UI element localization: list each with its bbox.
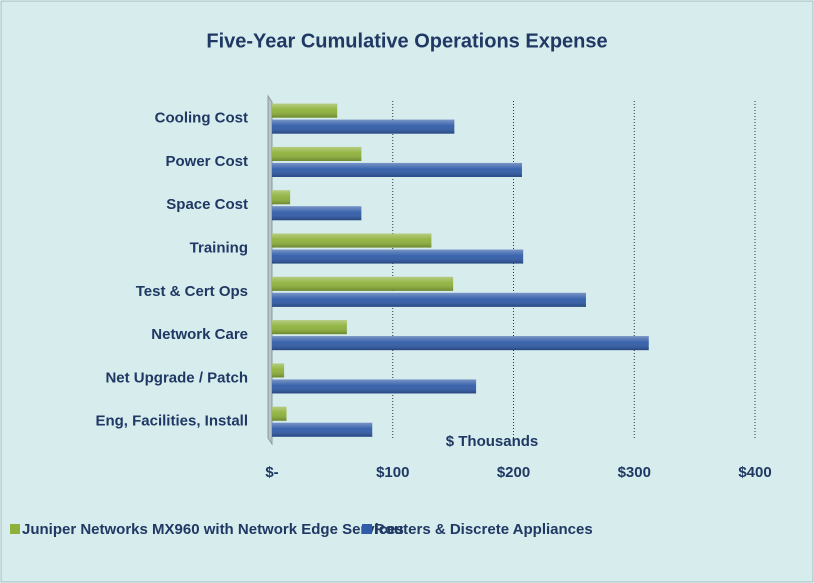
x-axis-title: $ Thousands: [446, 433, 539, 450]
y-tick-label: Test & Cert Ops: [136, 283, 248, 300]
y-tick-label: Cooling Cost: [155, 110, 248, 127]
y-tick-label: Network Care: [151, 326, 248, 343]
bar-shine: [272, 103, 338, 118]
y-tick-label: Eng, Facilities, Install: [95, 413, 248, 430]
x-tick-label: $400: [738, 464, 771, 481]
chart-title: Five-Year Cumulative Operations Expense: [206, 30, 607, 52]
bar-shine: [272, 233, 432, 248]
bar-shine: [272, 249, 524, 264]
bar-shine: [272, 422, 373, 437]
bar-shine: [272, 162, 522, 177]
legend-swatch: [362, 524, 372, 534]
bar-shine: [272, 292, 586, 307]
legend-label: Routers & Discrete Appliances: [374, 521, 593, 538]
bar-shine: [272, 276, 454, 291]
bar-shine: [272, 146, 362, 161]
x-tick-label: $300: [618, 464, 651, 481]
legend-label: Juniper Networks MX960 with Network Edge…: [22, 521, 404, 538]
bar-shine: [272, 206, 362, 221]
legend-swatch: [10, 524, 20, 534]
bar-shine: [272, 379, 477, 394]
bar-shine: [272, 363, 285, 378]
y-tick-label: Training: [190, 240, 248, 257]
y-tick-label: Power Cost: [165, 153, 248, 170]
bar-shine: [272, 320, 347, 335]
axis-wall: [267, 94, 273, 446]
x-tick-label: $100: [376, 464, 409, 481]
x-tick-label: $200: [497, 464, 530, 481]
bar-shine: [272, 190, 291, 205]
x-tick-label: $-: [265, 464, 278, 481]
y-tick-label: Net Upgrade / Patch: [105, 369, 248, 386]
bar-shine: [272, 119, 455, 134]
y-tick-label: Space Cost: [166, 196, 248, 213]
bar-shine: [272, 406, 287, 421]
bar-shine: [272, 336, 649, 351]
